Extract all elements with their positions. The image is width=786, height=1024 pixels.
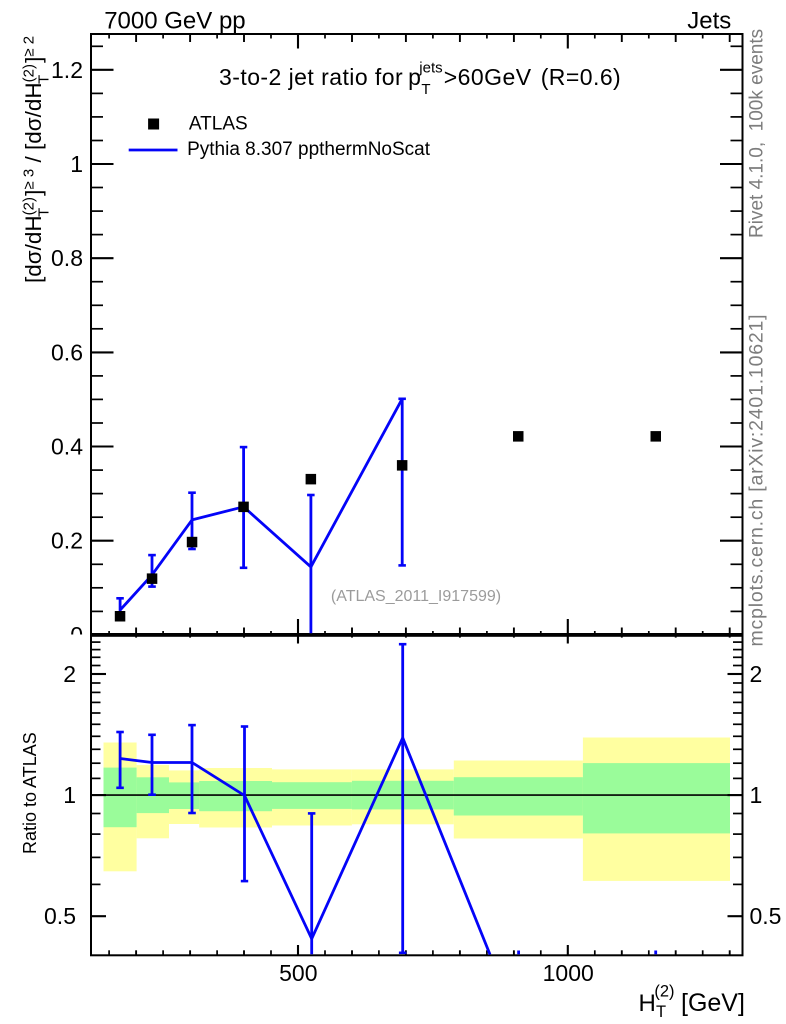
svg-text:1.2: 1.2 (51, 57, 83, 83)
svg-text:0.5: 0.5 (750, 903, 782, 929)
svg-text:Jets: Jets (687, 8, 731, 35)
svg-text:T: T (656, 1003, 666, 1021)
svg-text:Ratio to ATLAS: Ratio to ATLAS (20, 732, 40, 854)
svg-text:1: 1 (63, 782, 76, 808)
svg-text:T: T (421, 81, 430, 98)
svg-text:0.5: 0.5 (44, 903, 76, 929)
svg-text:3-to-2 jet ratio for: 3-to-2 jet ratio for (219, 64, 403, 90)
svg-text:(ATLAS_2011_I917599): (ATLAS_2011_I917599) (331, 588, 501, 605)
svg-text:1: 1 (750, 782, 763, 808)
svg-text:>60GeV: >60GeV (444, 64, 532, 90)
svg-text:ATLAS: ATLAS (189, 114, 248, 135)
svg-text:0.8: 0.8 (51, 245, 83, 271)
svg-text:mcplots.cern.ch [arXiv:2401.10: mcplots.cern.ch [arXiv:2401.10621] (746, 314, 768, 647)
svg-text:H: H (639, 990, 656, 1017)
svg-text:2: 2 (750, 661, 763, 687)
svg-text:2: 2 (63, 661, 76, 687)
svg-text:7000 GeV pp: 7000 GeV pp (104, 8, 245, 35)
svg-text:0.4: 0.4 (51, 434, 83, 460)
svg-text:0: 0 (70, 622, 83, 648)
svg-text:0.2: 0.2 (51, 528, 83, 554)
svg-text:jets: jets (418, 59, 442, 76)
svg-text:Rivet 4.1.0, 100k events: Rivet 4.1.0, 100k events (747, 29, 768, 238)
svg-text:500: 500 (279, 960, 317, 986)
svg-text:1000: 1000 (543, 960, 594, 986)
svg-text:0.6: 0.6 (51, 339, 83, 365)
svg-text:Pythia 8.307 ppthermNoScat: Pythia 8.307 ppthermNoScat (187, 139, 431, 160)
svg-text:p: p (408, 64, 421, 90)
svg-text:1: 1 (70, 151, 83, 177)
svg-text:(2): (2) (654, 983, 674, 1001)
svg-text:[dσ/dH(2)T]≥ 3 / [dσ/dH(2)T]≥: [dσ/dH(2)T]≥ 3 / [dσ/dH(2)T]≥ 2 (21, 36, 53, 283)
svg-text:[GeV]: [GeV] (681, 989, 745, 1017)
svg-text:(R=0.6): (R=0.6) (541, 64, 621, 90)
